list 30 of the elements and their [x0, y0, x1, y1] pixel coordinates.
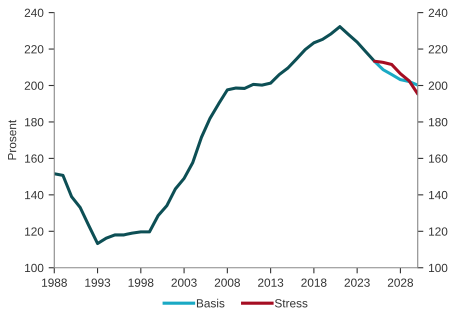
- x-tick-label: 2013: [258, 278, 284, 287]
- y-tick-label: 100: [25, 264, 44, 272]
- x-tick-label: 2023: [344, 278, 370, 287]
- y-tick-label: 240: [24, 8, 44, 17]
- y2-tick-label: 180: [429, 118, 448, 126]
- y2-tick-label: 220: [428, 45, 448, 54]
- y-tick-label: 220: [24, 45, 44, 54]
- y-tick-label: 160: [25, 154, 44, 163]
- line-series: [372, 60, 418, 96]
- line-series: [54, 25, 376, 246]
- y2-tick-label: 140: [429, 190, 448, 200]
- x-tick-label: 2028: [388, 278, 414, 287]
- y2-tick-label: 240: [428, 8, 448, 17]
- y2-tick-label: 120: [429, 227, 448, 236]
- y-axis-title: Prosent: [8, 120, 16, 160]
- y2-tick-label: 160: [429, 154, 448, 163]
- x-tick-label: 1988: [42, 278, 67, 287]
- x-tick-label: 1993: [85, 278, 110, 287]
- y2-tick-label: 200: [428, 82, 448, 90]
- y-tick-label: 200: [24, 82, 44, 90]
- x-tick-label: 2018: [301, 278, 326, 287]
- x-tick-label: 2008: [214, 278, 240, 287]
- y-tick-label: 140: [25, 190, 44, 200]
- y2-tick-label: 100: [429, 264, 448, 272]
- x-tick-label: 1998: [128, 278, 154, 287]
- legend-label: Stress: [274, 299, 308, 308]
- legend-label: Basis: [196, 298, 224, 308]
- x-tick-label: 2003: [172, 278, 197, 287]
- y-tick-label: 120: [25, 227, 44, 236]
- y-tick-label: 180: [25, 118, 44, 126]
